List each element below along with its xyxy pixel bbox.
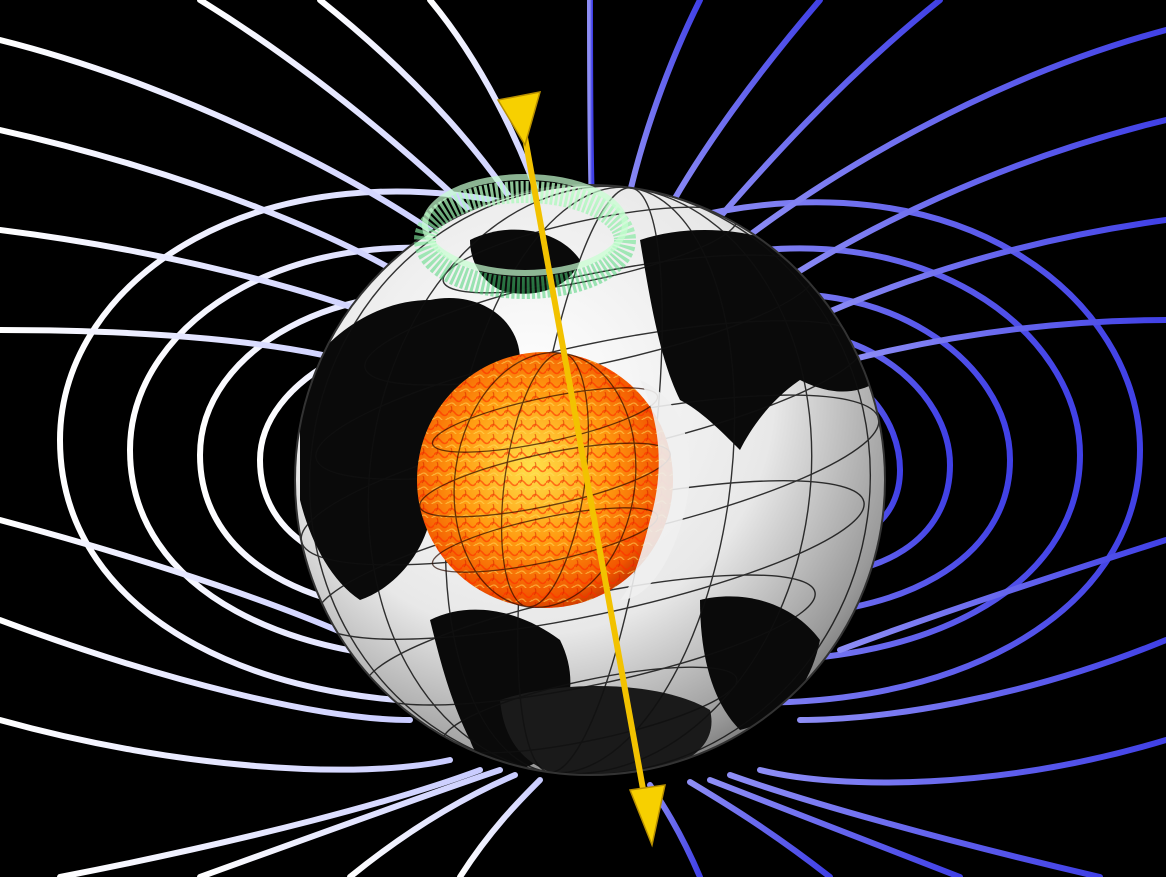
continent-north-america [300, 298, 520, 600]
aurora-ring-icon [414, 174, 636, 299]
magnetic-axis-arrow-icon [496, 91, 666, 848]
continent-antarctica [500, 686, 712, 775]
field-lines-right [587, 0, 1166, 877]
core-icon [417, 351, 690, 609]
